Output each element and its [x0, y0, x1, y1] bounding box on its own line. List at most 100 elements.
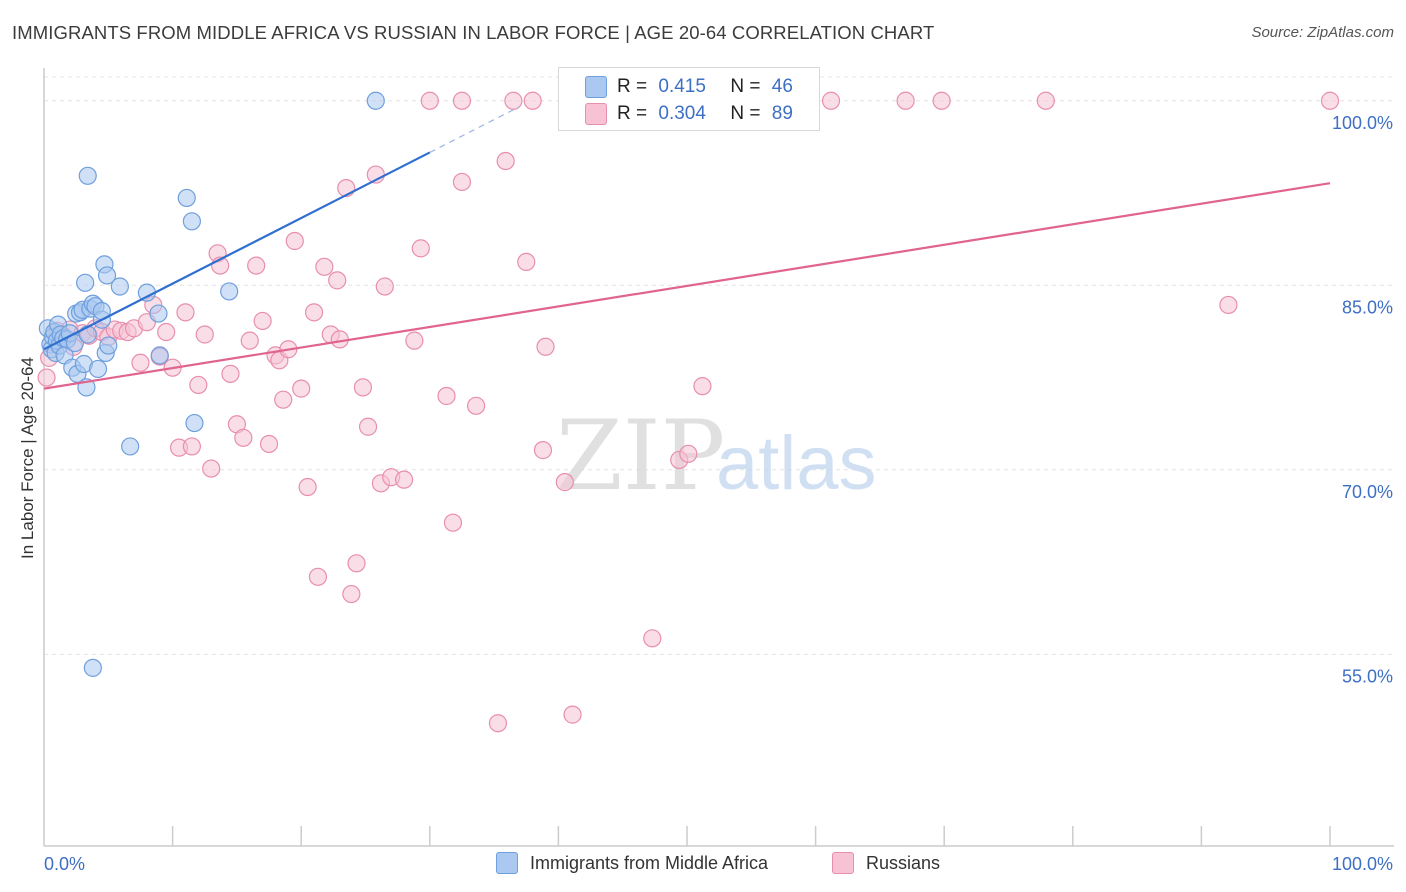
russians-point: [298, 477, 317, 497]
russians-point: [189, 375, 208, 395]
middle-africa-point: [182, 212, 201, 231]
russians-point: [221, 364, 240, 383]
middle-africa-point: [150, 346, 169, 365]
middle-africa-trend-line: [43, 151, 431, 351]
russians-point: [533, 441, 553, 460]
russians-point: [1219, 295, 1238, 315]
russians-point: [563, 705, 582, 724]
russians-point: [304, 303, 324, 322]
russians-point: [202, 459, 221, 478]
y-tick-label: 55.0%: [1342, 666, 1393, 686]
russians-point: [523, 91, 542, 110]
russians-point: [342, 584, 361, 604]
middle-africa-point: [76, 273, 95, 292]
russians-point: [643, 629, 662, 648]
watermark-atlas: atlas: [716, 421, 877, 506]
russians-point: [182, 437, 201, 456]
middle-africa-point: [177, 188, 196, 208]
russians-point: [821, 91, 841, 110]
russians-point: [496, 151, 515, 171]
legend-pink-n-label: N =: [730, 103, 761, 124]
russians-point: [536, 337, 555, 356]
x-tick-label-left: 0.0%: [44, 854, 85, 874]
legend-pink-r-value: 0.304: [658, 103, 706, 124]
legend-blue-r-label: R =: [617, 76, 648, 97]
legend-pink-swatch: [585, 103, 607, 125]
russians-point: [308, 567, 328, 586]
russians-point: [405, 331, 424, 350]
russians-point: [693, 377, 712, 396]
middle-africa-points: [38, 91, 385, 677]
middle-africa-point: [97, 266, 117, 285]
russians-point: [1036, 91, 1055, 110]
russians-point: [353, 378, 373, 397]
russians-point: [131, 353, 150, 372]
russians-point: [157, 322, 176, 342]
russians-point: [247, 256, 266, 275]
russians-point: [394, 470, 414, 489]
chart-title: IMMIGRANTS FROM MIDDLE AFRICA VS RUSSIAN…: [12, 22, 935, 43]
russians-point: [452, 172, 472, 192]
tick-labels: 55.0% 70.0% 85.0% 100.0% 0.0% 100.0%: [44, 113, 1393, 874]
legend-blue-n-label: N =: [730, 76, 761, 97]
middle-africa-point: [220, 282, 239, 301]
russians-point: [443, 513, 463, 532]
axes: [43, 68, 1394, 847]
russians-point: [437, 386, 456, 406]
russians-point: [411, 239, 430, 258]
russians-point: [328, 271, 347, 290]
y-tick-label: 85.0%: [1342, 297, 1393, 317]
russians-point: [1320, 91, 1340, 110]
middle-africa-point: [78, 325, 97, 344]
watermark-zip: ZIP: [556, 400, 725, 512]
russians-point: [315, 257, 334, 276]
legend-pink-r-label: R =: [617, 103, 648, 124]
middle-africa-point: [78, 166, 97, 185]
russians-point: [679, 444, 698, 463]
y-tick-label: 100.0%: [1332, 113, 1393, 133]
x-tick-label-right: 100.0%: [1332, 854, 1393, 874]
stats-legend: R = 0.415 N = 46 R = 0.304 N = 89: [558, 67, 820, 131]
russians-point: [195, 325, 214, 344]
russians-point: [358, 417, 378, 436]
trend-lines: [43, 105, 1331, 390]
middle-africa-point: [185, 413, 204, 433]
russians-point: [274, 390, 293, 409]
legend-blue-r-value: 0.415: [658, 76, 706, 97]
middle-africa-point: [99, 336, 118, 355]
watermark: ZIP atlas: [556, 400, 877, 512]
russians-point: [253, 311, 272, 331]
russians-point: [234, 428, 253, 447]
y-tick-label: 70.0%: [1342, 482, 1393, 502]
middle-africa-point: [366, 91, 385, 110]
middle-africa-point: [121, 437, 140, 456]
russians-point: [375, 277, 394, 296]
russians-point: [240, 331, 259, 350]
bottom-legend-blue-label: Immigrants from Middle Africa: [530, 852, 769, 873]
russians-point: [37, 368, 56, 387]
bottom-legend-pink-swatch: [832, 852, 854, 874]
middle-africa-point: [149, 304, 168, 323]
legend-blue-swatch: [585, 76, 607, 98]
russians-point: [285, 231, 304, 251]
bottom-legend-blue-swatch: [496, 852, 518, 874]
legend-pink-n-value: 89: [771, 103, 793, 124]
russians-point: [932, 91, 951, 110]
gridlines: [44, 76, 1394, 655]
russians-point: [347, 554, 366, 573]
middle-africa-point: [83, 658, 102, 677]
middle-africa-trend-extension: [429, 105, 521, 153]
bottom-legend-blue: Immigrants from Middle Africa: [496, 852, 768, 874]
source-credit: Source: ZipAtlas.com: [1251, 24, 1394, 41]
russians-point: [420, 91, 439, 110]
russians-trend-line: [43, 182, 1331, 390]
russians-point: [176, 303, 195, 322]
russians-point: [555, 473, 574, 492]
middle-africa-point: [110, 277, 129, 296]
russians-point: [517, 252, 536, 272]
russians-point: [488, 714, 508, 733]
russians-point: [896, 91, 915, 110]
russians-point: [466, 396, 486, 415]
russians-point: [452, 91, 472, 110]
